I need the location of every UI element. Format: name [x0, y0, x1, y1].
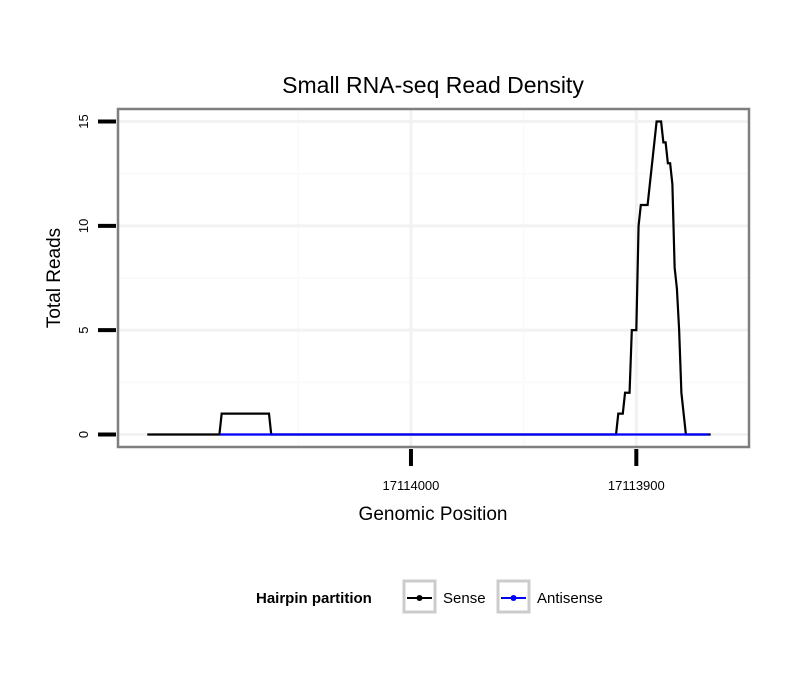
- chart-title: Small RNA-seq Read Density: [282, 72, 584, 98]
- axes: 0 5 10 15 17114000 17113900: [76, 114, 665, 493]
- legend: Hairpin partition Sense Antisense: [256, 579, 603, 614]
- y-axis-label: Total Reads: [44, 228, 65, 328]
- x-tick-label: 17114000: [383, 478, 440, 493]
- legend-key-antisense-point: [510, 595, 517, 601]
- legend-label-sense: Sense: [443, 590, 486, 607]
- series-lines: [147, 120, 711, 436]
- legend-label-antisense: Antisense: [537, 590, 603, 607]
- y-tick-label: 15: [76, 114, 91, 128]
- legend-key-sense-point: [416, 595, 423, 601]
- x-tick-label: 17113900: [608, 478, 665, 493]
- y-tick-label: 5: [76, 327, 91, 334]
- x-axis-label: Genomic Position: [359, 504, 508, 525]
- legend-title: Hairpin partition: [256, 590, 372, 607]
- plot-border: [116, 107, 751, 449]
- y-tick-label: 10: [76, 219, 91, 233]
- y-tick-label: 0: [76, 431, 91, 438]
